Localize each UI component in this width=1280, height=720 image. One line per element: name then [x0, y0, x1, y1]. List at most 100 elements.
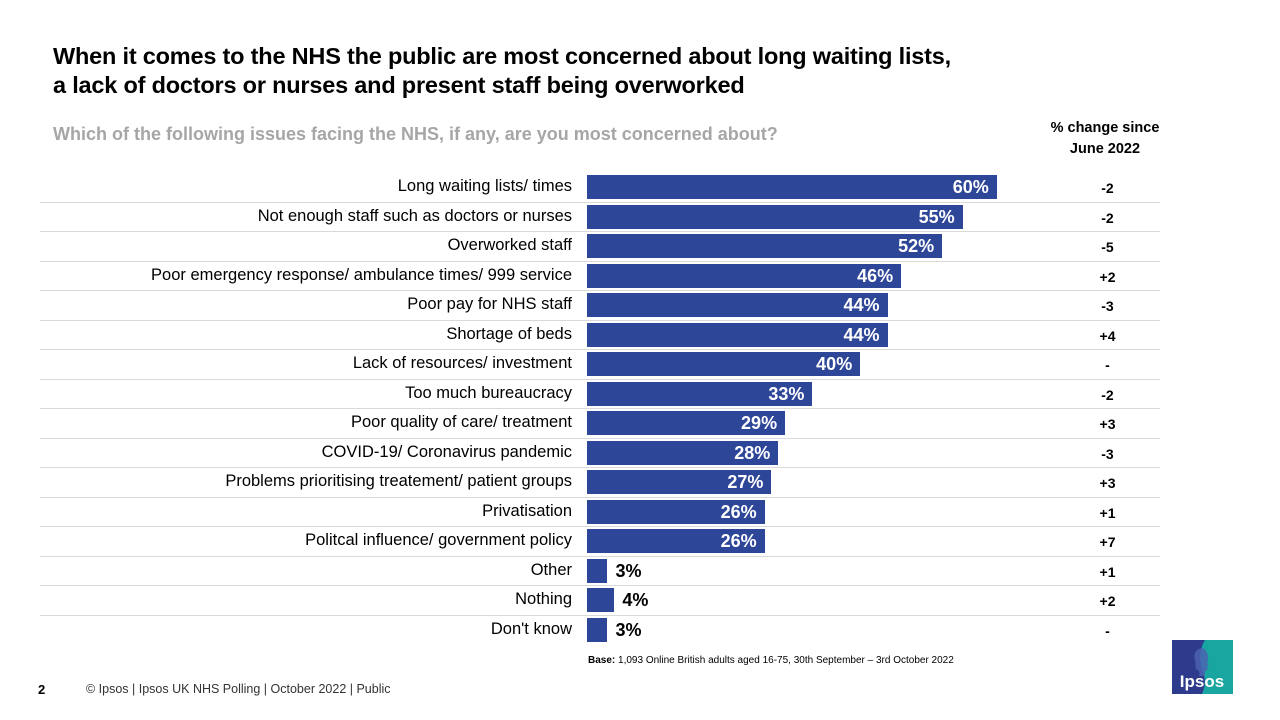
row-separator [40, 614, 1160, 616]
slide-title: When it comes to the NHS the public are … [53, 42, 1203, 100]
category-label: COVID-19/ Coronavirus pandemic [321, 442, 572, 461]
bar [587, 381, 813, 406]
bar [587, 440, 779, 465]
change-value: -3 [1101, 298, 1114, 314]
chart-row: COVID-19/ Coronavirus pandemic 28% -3 [40, 439, 1160, 468]
change-value: +3 [1099, 475, 1116, 491]
bar-value-label: 28% [734, 442, 771, 463]
category-label: Nothing [515, 590, 572, 608]
category-label: Lack of resources/ investment [352, 354, 572, 372]
category-label: Not enough staff such as doctors or nurs… [257, 206, 572, 225]
change-value: -2 [1101, 386, 1114, 403]
row-separator [40, 555, 1160, 557]
slide-title-line-1: When it comes to the NHS the public are … [53, 43, 951, 69]
change-value: -2 [1101, 180, 1114, 196]
bar [587, 322, 888, 347]
category-label: Don't know [490, 619, 572, 638]
category-label: Long waiting lists/ times [397, 177, 572, 195]
chart-row: Long waiting lists/ times 60% -2 [40, 173, 1160, 203]
category-label: Too much bureaucracy [405, 383, 572, 402]
row-separator [40, 231, 1160, 232]
change-value: +7 [1099, 534, 1116, 550]
row-separator [40, 526, 1160, 527]
category-label: Overworked staff [447, 236, 572, 254]
chart-row: Other 3% +1 [40, 557, 1160, 586]
logo-head-silhouette [1194, 648, 1209, 676]
row-separator [40, 437, 1160, 439]
change-value: +1 [1099, 563, 1116, 580]
row-separator [40, 378, 1160, 380]
category-label: Poor emergency response/ ambulance times… [151, 265, 572, 284]
bar [587, 499, 765, 524]
category-label: Poor pay for NHS staff [407, 295, 572, 313]
logo-text: Ipsos [1180, 672, 1224, 691]
bar [587, 529, 765, 553]
bar-value-label: 27% [727, 472, 764, 492]
bar-value-label: 29% [741, 413, 778, 433]
row-separator [40, 319, 1160, 321]
bar [587, 293, 888, 317]
footer-text: © Ipsos | Ipsos UK NHS Polling | October… [86, 682, 391, 696]
change-value: - [1105, 622, 1110, 639]
chart-row: Problems prioritising treatement/ patien… [40, 468, 1160, 498]
change-value: +3 [1099, 416, 1116, 432]
row-separator [40, 585, 1160, 586]
change-column-header: % change since June 2022 [1030, 118, 1180, 160]
bar-value-label: 26% [720, 501, 757, 522]
bar-value-label: 52% [898, 236, 935, 256]
bar-value-label: 55% [918, 206, 955, 227]
category-label: Poor quality of care/ treatment [350, 413, 572, 431]
base-text: 1,093 Online British adults aged 16-75, … [615, 655, 954, 666]
bar-value-label: 44% [843, 295, 880, 315]
row-separator [40, 201, 1160, 203]
bar [587, 558, 608, 583]
bar-value-label: 26% [720, 531, 757, 551]
row-separator [40, 290, 1160, 291]
bar [587, 175, 997, 199]
bar [587, 588, 615, 612]
change-value: +2 [1099, 593, 1116, 609]
chart-row: Nothing 4% +2 [40, 586, 1160, 616]
chart-row: Overworked staff 52% -5 [40, 232, 1160, 262]
change-header-line-2: June 2022 [1069, 141, 1141, 157]
category-label: Shortage of beds [446, 324, 572, 343]
chart-row: Privatisation 26% +1 [40, 498, 1160, 527]
chart-row: Politcal influence/ government policy 26%… [40, 527, 1160, 557]
slide-title-line-2: a lack of doctors or nurses and present … [53, 72, 745, 98]
bar-value-label: 3% [615, 560, 642, 581]
ipsos-logo-graphic: Ipsos [1172, 640, 1233, 694]
chart-row: Poor emergency response/ ambulance times… [40, 262, 1160, 291]
row-separator [40, 408, 1160, 409]
chart-row: Lack of resources/ investment 40% - [40, 350, 1160, 380]
base-label: Base: [588, 655, 616, 666]
bar-value-label: 3% [615, 619, 642, 640]
category-label: Problems prioritising treatement/ patien… [225, 472, 572, 490]
bar [587, 617, 608, 642]
bar [587, 411, 786, 435]
question-subtitle: Which of the following issues facing the… [53, 124, 778, 144]
change-value: -3 [1101, 445, 1114, 462]
chart-row: Poor pay for NHS staff 44% -3 [40, 291, 1160, 321]
page-number: 2 [38, 682, 46, 697]
bar-value-label: 60% [952, 177, 989, 197]
category-label: Privatisation [482, 501, 572, 520]
chart-row: Don't know 3% - [40, 616, 1160, 646]
change-header-line-1: % change since [1050, 120, 1160, 136]
change-value: - [1105, 357, 1110, 373]
row-separator [40, 260, 1160, 262]
row-separator [40, 349, 1160, 350]
bar [587, 470, 772, 494]
change-value: +2 [1099, 268, 1116, 285]
row-separator [40, 467, 1160, 468]
category-label: Other [530, 560, 572, 579]
category-label: Politcal influence/ government policy [305, 531, 572, 549]
bar [587, 263, 902, 288]
bar [587, 204, 963, 229]
bar [587, 352, 861, 376]
ipsos-logo: Ipsos [1172, 640, 1233, 694]
bar-value-label: 46% [857, 265, 894, 286]
chart-row: Not enough staff such as doctors or nurs… [40, 203, 1160, 232]
change-value: +1 [1099, 504, 1116, 521]
row-separator [40, 496, 1160, 498]
